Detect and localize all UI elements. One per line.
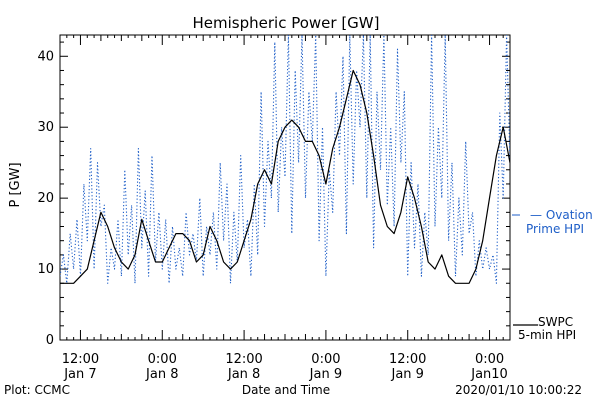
legend-swpc-line1: SWPC [538,315,573,329]
y-axis-label: P [GW] [8,162,23,207]
y-tick-label: 0 [46,333,54,348]
x-tick-label-time: 0:00 [475,352,504,367]
x-tick-label-day: Jan 8 [227,367,260,382]
y-tick-label: 20 [37,191,54,206]
y-tick-label: 10 [37,262,54,277]
plot-credit: Plot: CCMC [4,383,70,397]
legend-ovation-line1: — Ovation [530,208,593,222]
legend-swpc-line2: 5-min HPI [518,328,576,342]
x-tick-label-time: 12:00 [225,352,262,367]
x-tick-label-day: Jan 7 [63,367,96,382]
x-tick-label-time: 0:00 [148,352,177,367]
x-tick-label-time: 0:00 [311,352,340,367]
series-line-swpc [60,69,510,284]
plot-timestamp: 2020/01/10 10:00:22 [455,383,582,397]
x-tick-label-day: Jan 9 [309,367,342,382]
x-tick-label-day: Jan 8 [145,367,178,382]
x-tick-label-time: 12:00 [62,352,99,367]
plot-frame [59,34,511,341]
x-tick-label-time: 12:00 [389,352,426,367]
x-tick-label-day: Jan10 [470,367,508,382]
y-tick-label: 40 [37,49,54,64]
chart-title: Hemispheric Power [GW] [193,14,380,32]
x-axis-label: Date and Time [242,383,330,397]
legend-ovation-line2: Prime HPI [526,222,584,236]
y-tick-label: 30 [37,120,54,135]
x-tick-label-day: Jan 9 [391,367,424,382]
series-line-ovation [60,35,510,284]
